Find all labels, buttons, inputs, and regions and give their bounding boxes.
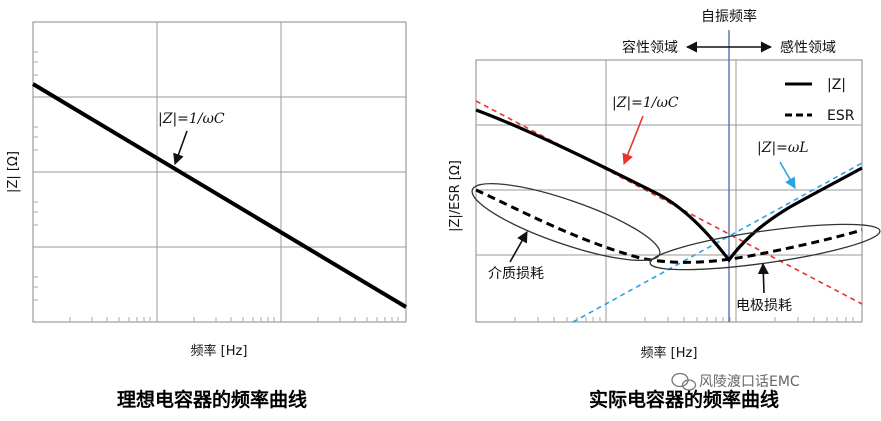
right-caption: 实际电容器的频率曲线: [589, 388, 779, 411]
left-minor-ticks: [33, 51, 399, 322]
watermark-text: 风陵渡口话EMC: [699, 374, 800, 390]
legend: |Z| ESR: [785, 77, 855, 124]
right-annot-l: |Z|=ωL: [757, 140, 809, 156]
legend-z-label: |Z|: [827, 77, 846, 93]
electrode-loss-ellipse: [649, 223, 881, 271]
left-annotation: |Z|=1/ωC: [158, 111, 225, 127]
right-annot-c: |Z|=1/ωC: [612, 95, 679, 111]
left-caption: 理想电容器的频率曲线: [117, 388, 307, 411]
ideal-impedance-line: [31, 82, 408, 309]
inductive-region-label: 感性领域: [780, 39, 836, 56]
capacitive-asymptote: [475, 100, 863, 305]
watermark: 风陵渡口话EMC: [671, 372, 800, 391]
dielectric-loss-arrow: [509, 231, 528, 263]
capacitive-region-label: 容性领域: [622, 39, 678, 56]
z-curve: [475, 108, 863, 263]
right-annot-l-arrow: [779, 161, 796, 189]
inductive-asymptote: [572, 162, 863, 323]
electrode-loss-label: 电极损耗: [736, 298, 792, 314]
electrode-loss-arrow: [757, 262, 769, 294]
legend-esr-label: ESR: [827, 108, 855, 124]
dielectric-loss-label: 介质损耗: [488, 266, 544, 282]
right-annot-c-arrow: [622, 115, 644, 166]
right-y-axis-label: |Z|/ESR [Ω]: [448, 160, 463, 232]
right-chart: |Z|=1/ωC |Z|=ωL 介质损耗 电极损耗 |Z| ESR 自振频率 容…: [448, 8, 881, 411]
left-chart: |Z|=1/ωC |Z| [Ω] 频率 [Hz] 理想电容器的频率曲线: [6, 21, 408, 411]
right-gridlines: [476, 60, 862, 322]
dielectric-loss-ellipse: [471, 182, 661, 262]
wechat-icon: [671, 372, 697, 391]
left-gridlines: [33, 22, 406, 322]
left-annotation-arrow: [173, 130, 188, 166]
left-x-axis-label: 频率 [Hz]: [191, 343, 248, 359]
esr-curve: [475, 188, 863, 264]
right-x-axis-label: 频率 [Hz]: [641, 345, 698, 361]
self-resonant-label: 自振频率: [701, 8, 757, 25]
left-y-axis-label: |Z| [Ω]: [6, 151, 21, 193]
